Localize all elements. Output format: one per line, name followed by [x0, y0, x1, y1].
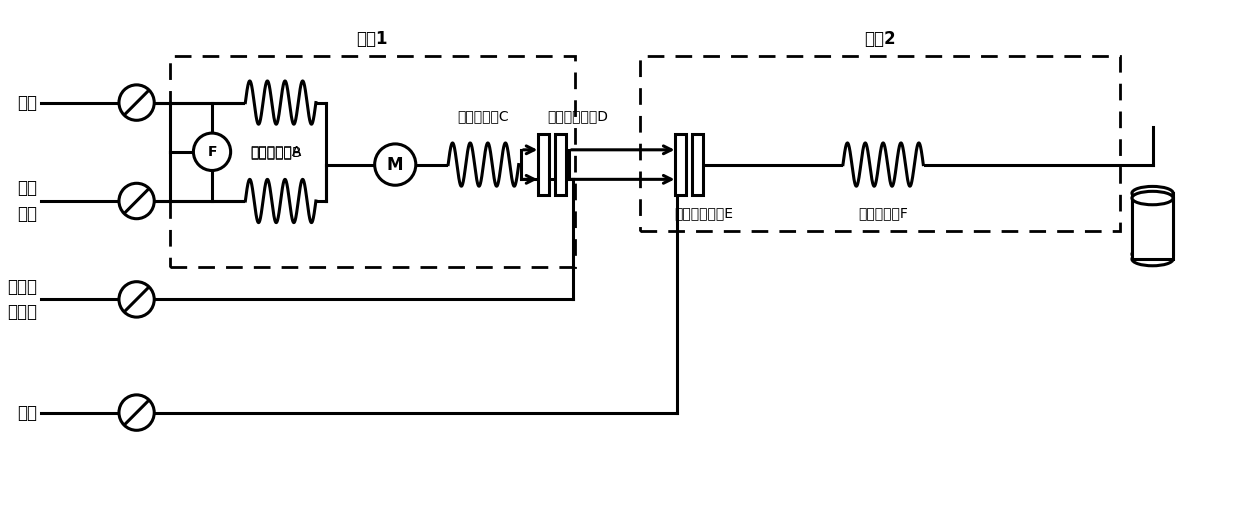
Text: 步骤2: 步骤2: [865, 30, 896, 48]
Text: 步骤1: 步骤1: [357, 30, 388, 48]
Text: 微通道反应器D: 微通道反应器D: [548, 109, 608, 123]
Circle shape: [374, 144, 416, 185]
Bar: [538, 134, 549, 195]
Bar: [1132, 193, 1173, 254]
Circle shape: [119, 85, 154, 120]
Circle shape: [119, 183, 154, 219]
Ellipse shape: [1132, 247, 1173, 261]
Circle shape: [119, 282, 154, 317]
Bar: [641, 56, 1120, 230]
Text: 溶液: 溶液: [17, 205, 37, 223]
Ellipse shape: [1132, 186, 1173, 200]
Text: 管式反应器F: 管式反应器F: [859, 206, 908, 220]
Text: 静态混合器A: 静态混合器A: [250, 144, 301, 158]
Text: 亚硝酸: 亚硝酸: [7, 278, 37, 296]
Text: M: M: [387, 155, 404, 174]
Circle shape: [119, 395, 154, 430]
Circle shape: [193, 133, 230, 171]
Ellipse shape: [1132, 253, 1173, 266]
Bar: [1132, 198, 1173, 259]
Bar: [555, 134, 566, 195]
Text: F: F: [207, 145, 217, 159]
Bar: [693, 134, 703, 195]
Bar: [170, 56, 575, 267]
Text: P: P: [1146, 219, 1160, 238]
Text: 钠溶液: 钠溶液: [7, 303, 37, 321]
Bar: [675, 134, 686, 195]
Text: 溶剂: 溶剂: [17, 404, 37, 422]
Text: 静态混合器C: 静态混合器C: [457, 109, 509, 123]
Text: 硫酸: 硫酸: [17, 179, 37, 197]
Ellipse shape: [1132, 191, 1173, 205]
Text: 苯胺: 苯胺: [17, 93, 37, 112]
Text: 静态混合器B: 静态混合器B: [250, 145, 301, 160]
Text: 微通道反应器E: 微通道反应器E: [674, 206, 733, 220]
